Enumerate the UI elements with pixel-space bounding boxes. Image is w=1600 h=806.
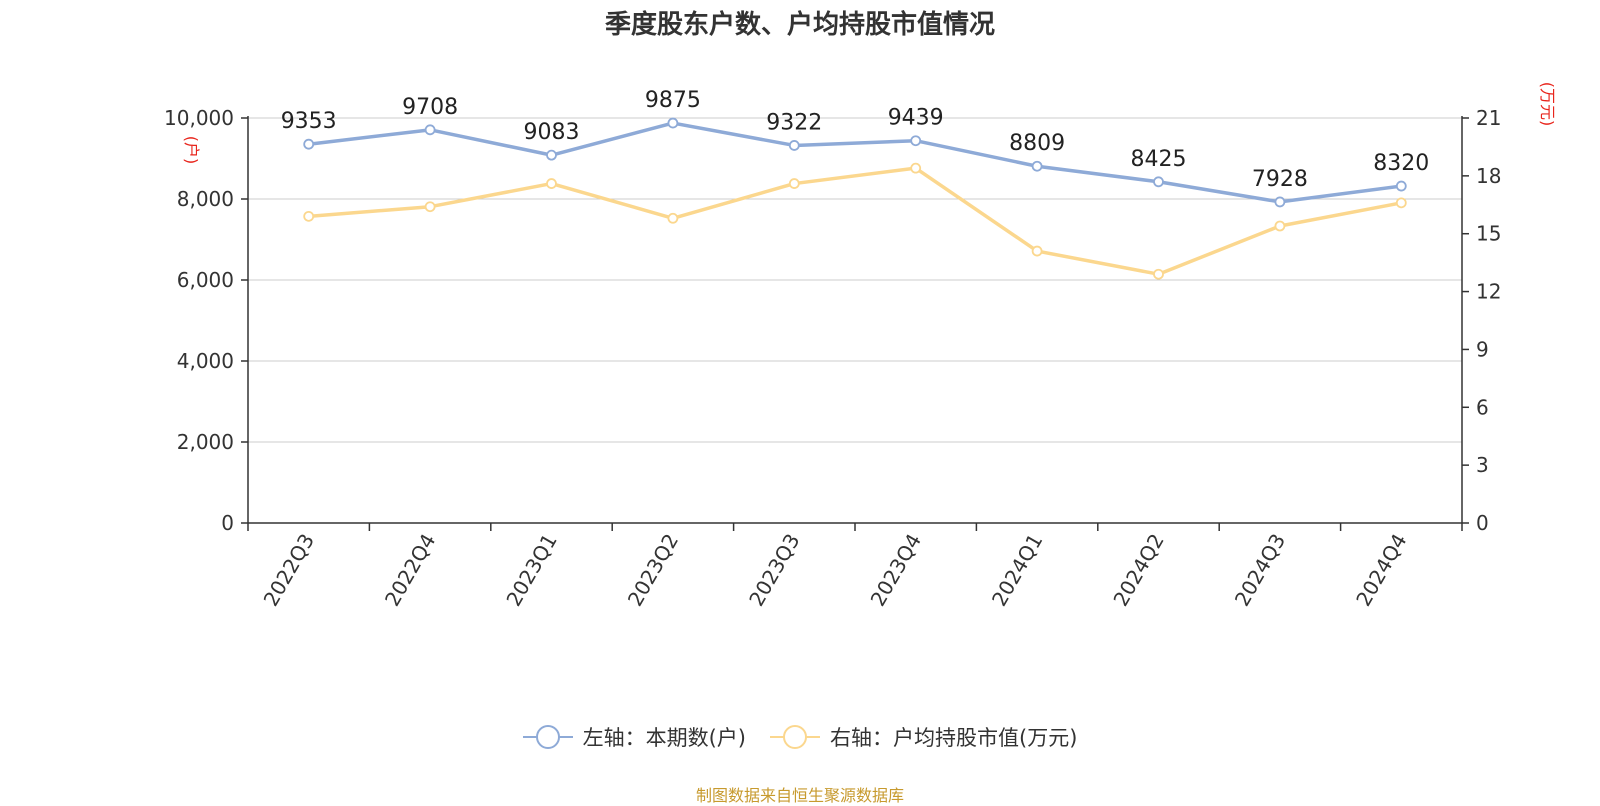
- left-axis-unit: (户): [182, 136, 201, 165]
- point-avg-value: [424, 201, 436, 213]
- data-labels: 9353 9708 9083 9875 9322 9439 8809 8425 7928 8320: [281, 88, 1430, 192]
- chart-title: 季度股东户数、户均持股市值情况: [604, 10, 995, 40]
- point-avg-value: [546, 178, 557, 189]
- point-holders: [1153, 176, 1164, 188]
- data-label-holders: 9322: [766, 110, 822, 135]
- legend: 左轴：本期数(户) 右轴：户均持股市值(万元): [0, 722, 1600, 752]
- right-axis-tick-label: 9: [1476, 337, 1489, 361]
- point-avg-value: [1153, 268, 1164, 280]
- point-holders: [1395, 180, 1407, 192]
- x-axis-tick-label: 2023Q1: [501, 530, 561, 611]
- right-axis-tick-label: 3: [1476, 453, 1489, 477]
- x-axis-tick-label: 2023Q4: [866, 530, 926, 611]
- x-axis-tick-label: 2022Q3: [259, 530, 319, 611]
- series-line-holders: [308, 121, 1402, 204]
- right-axis-tick-label: 6: [1476, 395, 1489, 419]
- legend-marker-left-icon: [522, 725, 573, 749]
- point-avg-value: [1031, 245, 1043, 257]
- right-axis-unit: (万元): [1538, 82, 1557, 127]
- x-axis-tick-label: 2023Q3: [744, 530, 804, 611]
- x-axis-tick-label: 2024Q4: [1351, 530, 1411, 611]
- series-line-avg-value: [308, 166, 1402, 276]
- left-axis-tick-label: 2,000: [177, 430, 234, 454]
- data-label-holders: 8809: [1009, 131, 1065, 156]
- legend-marker-right-icon: [770, 725, 820, 749]
- data-label-holders: 8425: [1131, 147, 1187, 172]
- x-axis-tick-label: 2024Q2: [1108, 530, 1168, 611]
- left-axis-tick-label: 6,000: [177, 268, 234, 292]
- data-label-holders: 7928: [1252, 167, 1308, 192]
- x-axis-tick-label: 2024Q1: [987, 530, 1047, 611]
- point-holders: [1274, 196, 1286, 208]
- x-axis-tick-label: 2023Q2: [623, 530, 683, 611]
- point-avg-value: [910, 162, 922, 174]
- point-holders: [303, 138, 315, 150]
- data-label-holders: 9353: [281, 109, 337, 134]
- right-axis-tick-label: 21: [1476, 106, 1501, 130]
- right-axis-tick-label: 12: [1476, 280, 1501, 304]
- right-axis-tick-label: 18: [1476, 164, 1501, 188]
- point-avg-value: [667, 212, 679, 224]
- right-axis-tick-label: 15: [1476, 222, 1501, 246]
- point-holders: [546, 149, 557, 161]
- series-layer: [303, 117, 1407, 280]
- point-avg-value: [1274, 220, 1286, 232]
- point-holders: [788, 140, 800, 151]
- point-holders: [667, 117, 679, 129]
- x-axis-tick-label: 2022Q4: [380, 530, 440, 611]
- source-note: 制图数据来自恒生聚源数据库: [695, 786, 904, 805]
- legend-item-right[interactable]: 右轴：户均持股市值(万元): [770, 722, 1077, 752]
- data-label-holders: 9439: [888, 106, 944, 131]
- right-axis-tick-label: 0: [1476, 511, 1489, 535]
- grid-lines: [248, 117, 1462, 443]
- point-holders: [1031, 160, 1043, 172]
- left-axis-tick-label: 0: [221, 511, 234, 535]
- legend-label-left: 左轴：本期数(户): [582, 726, 746, 750]
- point-avg-value: [303, 210, 315, 222]
- data-label-holders: 8320: [1373, 151, 1429, 176]
- x-axis-tick-label: 2024Q3: [1230, 530, 1290, 611]
- legend-label-right: 右轴：户均持股市值(万元): [830, 726, 1078, 750]
- point-holders: [424, 124, 436, 136]
- legend-item-left[interactable]: 左轴：本期数(户): [522, 722, 746, 752]
- point-avg-value: [1395, 197, 1407, 209]
- point-holders: [910, 135, 922, 147]
- left-axis-tick-label: 8,000: [177, 187, 234, 211]
- data-label-holders: 9708: [402, 95, 458, 120]
- point-avg-value: [788, 178, 800, 189]
- left-axis-tick-label: 4,000: [177, 349, 234, 373]
- left-axis-tick-label: 10,000: [164, 106, 234, 130]
- data-label-holders: 9083: [524, 120, 580, 145]
- data-label-holders: 9875: [645, 88, 701, 113]
